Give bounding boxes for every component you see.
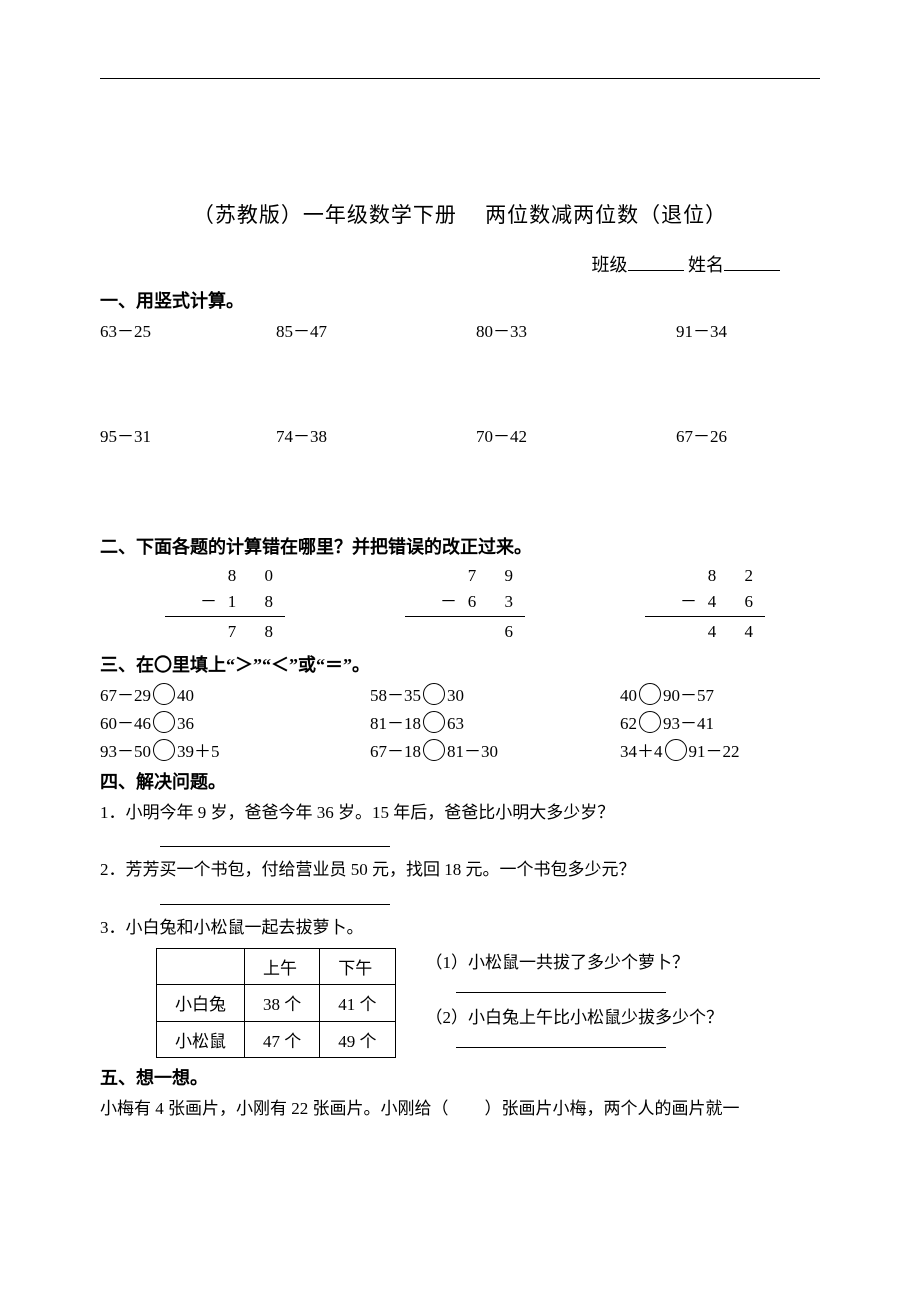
s2-p1-top: 8 0	[225, 563, 285, 589]
q4-3-stem: 3．小白兔和小松鼠一起去拔萝卜。	[100, 915, 820, 941]
cell: 小松鼠	[157, 1021, 245, 1057]
cell: 49 个	[320, 1021, 395, 1057]
table-row: 小白兔 38 个 41 个	[157, 985, 396, 1021]
cell	[157, 949, 245, 985]
rule	[645, 616, 765, 617]
section-5-head: 五、想一想。	[100, 1064, 820, 1090]
cell: 38 个	[245, 985, 320, 1021]
s3-r1: 67－2940 58－3530 4090－57	[100, 681, 820, 706]
minus-sign: －	[440, 592, 457, 611]
compare-circle[interactable]	[423, 711, 445, 733]
s1-r2-c1: 95－31	[100, 422, 276, 447]
class-label: 班级	[592, 255, 628, 275]
compare-circle[interactable]	[665, 739, 687, 761]
compare-circle[interactable]	[153, 683, 175, 705]
compare-circle[interactable]	[423, 739, 445, 761]
q4-3-body: 上午 下午 小白兔 38 个 41 个 小松鼠 47 个 49 个 （1）小松鼠…	[100, 948, 820, 1058]
s2-p3-sub: 4 6	[705, 589, 765, 615]
page: （苏教版）一年级数学下册 两位数减两位数（退位） 班级 姓名 一、用竖式计算。 …	[0, 0, 920, 1122]
cell: 47 个	[245, 1021, 320, 1057]
s1-r2-c4: 67－26	[676, 422, 816, 447]
section-4-head: 四、解决问题。	[100, 768, 820, 794]
q5-a: 小梅有 4 张画片，小刚有 22 张画片。小刚给（	[100, 1099, 449, 1118]
q4-3-subs: （1）小松鼠一共拔了多少个萝卜？ （2）小白兔上午比小松鼠少拔多少个？	[426, 948, 821, 1058]
section-2-head: 二、下面各题的计算错在哪里？并把错误的改正过来。	[100, 533, 820, 559]
s2-p1-sub: 1 8	[225, 589, 285, 615]
q5-text: 小梅有 4 张画片，小刚有 22 张画片。小刚给（ ）张画片小梅，两个人的画片就一	[100, 1096, 820, 1122]
q5-b: ）张画片小梅，两个人的画片就一	[485, 1099, 740, 1118]
s1-r1-c1: 63－25	[100, 317, 276, 342]
spacer	[100, 451, 820, 527]
s1-r1-c4: 91－34	[676, 317, 816, 342]
s2-p1: 8 0 － 1 8 7 8	[100, 563, 340, 645]
q4-3-sub2: （2）小白兔上午比小松鼠少拔多少个？	[426, 1003, 821, 1028]
table-row: 上午 下午	[157, 949, 396, 985]
s3-r3-c1: 93－5039＋5	[100, 737, 370, 762]
table-row: 小松鼠 47 个 49 个	[157, 1021, 396, 1057]
top-rule	[100, 78, 820, 79]
rule	[165, 616, 285, 617]
q4-3-sub1: （1）小松鼠一共拔了多少个萝卜？	[426, 948, 821, 973]
s3-r1-c1: 67－2940	[100, 681, 370, 706]
compare-circle[interactable]	[153, 739, 175, 761]
s2-p2-ans: 6	[465, 619, 525, 645]
s3-r2-c2: 81－1863	[370, 709, 620, 734]
s2-p3-ans: 4 4	[705, 619, 765, 645]
cell: 上午	[245, 949, 320, 985]
cell: 下午	[320, 949, 395, 985]
spacer	[100, 346, 820, 422]
compare-circle[interactable]	[153, 711, 175, 733]
answer-blank[interactable]	[456, 1034, 666, 1048]
name-label: 姓名	[688, 255, 724, 275]
section-1-head: 一、用竖式计算。	[100, 287, 820, 313]
q4-3-table: 上午 下午 小白兔 38 个 41 个 小松鼠 47 个 49 个	[156, 948, 396, 1058]
s1-row2: 95－31 74－38 70－42 67－26	[100, 422, 820, 447]
s2-row: 8 0 － 1 8 7 8 7 9 － 6 3 6 8 2 － 4 6 4 4	[100, 563, 820, 645]
compare-circle[interactable]	[639, 711, 661, 733]
rule	[405, 616, 525, 617]
s2-p3-top: 8 2	[705, 563, 765, 589]
s3-r2: 60－4636 81－1863 6293－41	[100, 709, 820, 734]
s1-r1-c3: 80－33	[476, 317, 676, 342]
s2-p3: 8 2 － 4 6 4 4	[580, 563, 820, 645]
s3-r3-c2: 67－1881－30	[370, 737, 620, 762]
s3-r1-c2: 58－3530	[370, 681, 620, 706]
s1-r2-c3: 70－42	[476, 422, 676, 447]
compare-circle[interactable]	[423, 683, 445, 705]
s2-p2: 7 9 － 6 3 6	[340, 563, 580, 645]
worksheet-title: （苏教版）一年级数学下册 两位数减两位数（退位）	[100, 199, 820, 229]
s3-r1-c3: 4090－57	[620, 681, 820, 706]
q4-2: 2．芳芳买一个书包，付给营业员 50 元，找回 18 元。一个书包多少元？	[100, 857, 820, 883]
s2-p2-sub: 6 3	[465, 589, 525, 615]
s1-r1-c2: 85－47	[276, 317, 476, 342]
q4-1: 1．小明今年 9 岁，爸爸今年 36 岁。15 年后，爸爸比小明大多少岁？	[100, 800, 820, 826]
compare-circle[interactable]	[639, 683, 661, 705]
class-blank[interactable]	[628, 253, 684, 271]
answer-blank[interactable]	[160, 833, 390, 847]
s3-r3: 93－5039＋5 67－1881－30 34＋491－22	[100, 737, 820, 762]
s2-p2-top: 7 9	[465, 563, 525, 589]
minus-sign: －	[200, 592, 217, 611]
s1-r2-c2: 74－38	[276, 422, 476, 447]
answer-blank[interactable]	[160, 891, 390, 905]
name-blank[interactable]	[724, 253, 780, 271]
cell: 小白兔	[157, 985, 245, 1021]
s3-r2-c1: 60－4636	[100, 709, 370, 734]
answer-blank[interactable]	[456, 979, 666, 993]
s3-r3-c3: 34＋491－22	[620, 737, 820, 762]
s3-r2-c3: 6293－41	[620, 709, 820, 734]
minus-sign: －	[680, 592, 697, 611]
s1-row1: 63－25 85－47 80－33 91－34	[100, 317, 820, 342]
header-fields: 班级 姓名	[100, 251, 820, 277]
section-3-head: 三、在〇里填上“＞”“＜”或“＝”。	[100, 651, 820, 677]
s2-p1-ans: 7 8	[225, 619, 285, 645]
cell: 41 个	[320, 985, 395, 1021]
